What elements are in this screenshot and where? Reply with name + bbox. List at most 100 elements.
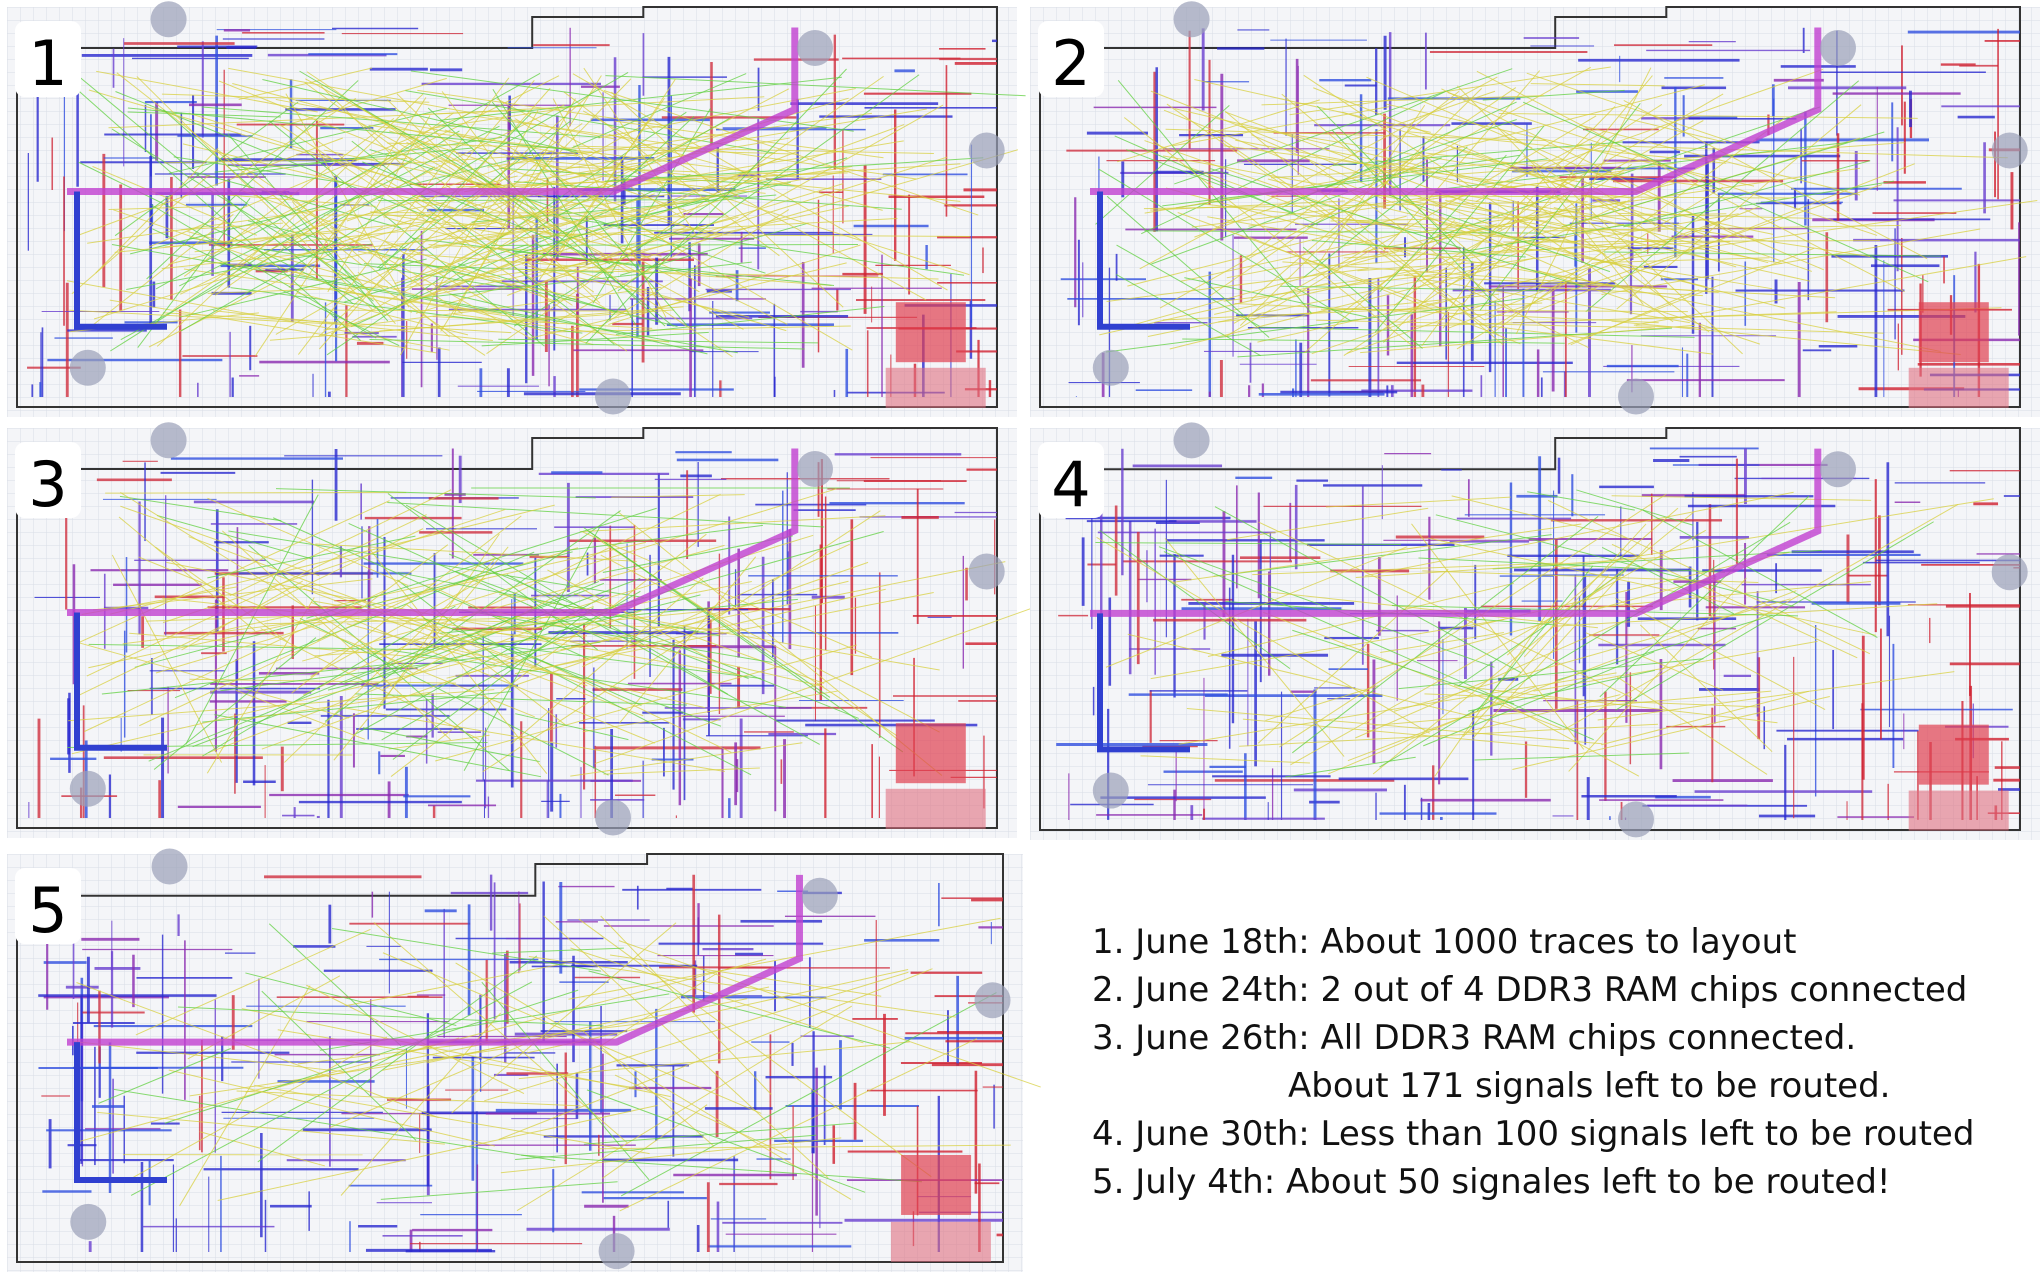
ratsnest (457, 273, 580, 299)
ratsnest (1561, 131, 1885, 228)
ratsnest (324, 196, 604, 264)
ratsnest (496, 98, 667, 190)
ratsnest (561, 145, 970, 276)
mount-hole (598, 1233, 635, 1270)
ratsnest (87, 207, 333, 244)
bus (74, 191, 167, 330)
ratsnest (168, 1069, 495, 1147)
ratsnest (520, 1154, 922, 1183)
ratsnest (1207, 582, 1515, 658)
ratsnest (597, 1144, 1011, 1150)
note-line: About 171 signals left to be routed. (1288, 1066, 1891, 1106)
label-badge (15, 442, 81, 518)
mount-hole (1820, 451, 1856, 488)
ratsnest (1224, 111, 1606, 255)
pad-block (895, 723, 966, 784)
ratsnest (454, 313, 670, 343)
ratsnest (1451, 146, 1813, 272)
ratsnest (78, 137, 343, 236)
ratsnest (1105, 297, 1524, 353)
ratsnest (174, 551, 535, 699)
ratsnest (1226, 507, 1429, 541)
ratsnest (177, 1006, 604, 1027)
mount-hole (968, 132, 1005, 169)
ratsnest (122, 619, 320, 645)
ratsnest (380, 79, 535, 260)
ratsnest (173, 156, 344, 184)
ratsnest (317, 544, 449, 642)
ratsnest (603, 767, 760, 775)
ratsnest (126, 1036, 388, 1182)
ratsnest (1159, 66, 1591, 309)
ratsnest (1601, 690, 1809, 746)
label-badge (1038, 442, 1104, 518)
ratsnest (518, 1041, 910, 1080)
ratsnest (382, 541, 646, 603)
ratsnest (1579, 124, 1861, 196)
mount-hole (1991, 554, 2028, 591)
ratsnest (1601, 228, 1981, 296)
ratsnest (217, 149, 463, 314)
ratsnest (619, 1038, 978, 1212)
ratsnest (1498, 112, 1918, 119)
ratsnest (525, 524, 763, 557)
ratsnest (490, 243, 858, 246)
ratsnest (156, 93, 424, 347)
ratsnest (189, 678, 457, 684)
ratsnest (594, 149, 1018, 273)
ratsnest (1127, 215, 1407, 287)
ratsnest (1123, 117, 1412, 346)
ratsnest (331, 928, 602, 972)
ratsnest (126, 243, 372, 290)
ratsnest (603, 90, 979, 216)
ratsnest (1265, 685, 1379, 721)
ratsnest (582, 690, 838, 733)
ratsnest (354, 693, 688, 706)
ratsnest (1616, 104, 1862, 310)
ratsnest (179, 258, 427, 318)
ratsnest (1292, 629, 1515, 705)
mount-hole (974, 982, 1011, 1019)
ratsnest (129, 632, 453, 661)
bus (67, 874, 803, 1046)
ratsnest (66, 280, 450, 351)
ratsnest (1523, 523, 1647, 658)
ratsnest (116, 72, 362, 266)
ratsnest (78, 161, 385, 313)
ratsnest (406, 604, 567, 727)
ratsnest (1315, 245, 1631, 287)
ratsnest (69, 309, 343, 326)
ratsnest (227, 194, 376, 207)
ratsnest (380, 1181, 618, 1200)
ratsnest (1527, 93, 1724, 207)
ratsnest (450, 293, 708, 355)
ratsnest (151, 204, 377, 339)
ratsnest (600, 915, 772, 1095)
ratsnest (1441, 88, 1743, 239)
ratsnest (269, 306, 684, 341)
ratsnest (1375, 690, 1772, 726)
ratsnest (235, 98, 357, 178)
ratsnest (1446, 156, 1723, 287)
ratsnest (451, 922, 677, 1114)
mount-hole (1092, 772, 1129, 809)
ratsnest (214, 714, 542, 778)
ratsnest (1619, 116, 1727, 144)
ratsnest (582, 531, 873, 658)
mount-hole (151, 848, 188, 885)
ratsnest (1468, 669, 1655, 712)
ratsnest (381, 590, 641, 741)
ratsnest (238, 67, 373, 100)
ratsnest (88, 615, 328, 669)
ratsnest (285, 93, 410, 308)
ratsnest (1127, 633, 1527, 730)
pcb-panel: 5 (7, 848, 1041, 1272)
ratsnest (455, 608, 773, 664)
ratsnest (515, 1134, 817, 1161)
ratsnest (1235, 139, 1616, 211)
ratsnest (440, 75, 602, 332)
note-line: 5. July 4th: About 50 signales left to b… (1092, 1162, 1891, 1202)
ratsnest (1351, 90, 1496, 141)
ratsnest (261, 610, 642, 750)
ratsnest (1585, 632, 1724, 691)
